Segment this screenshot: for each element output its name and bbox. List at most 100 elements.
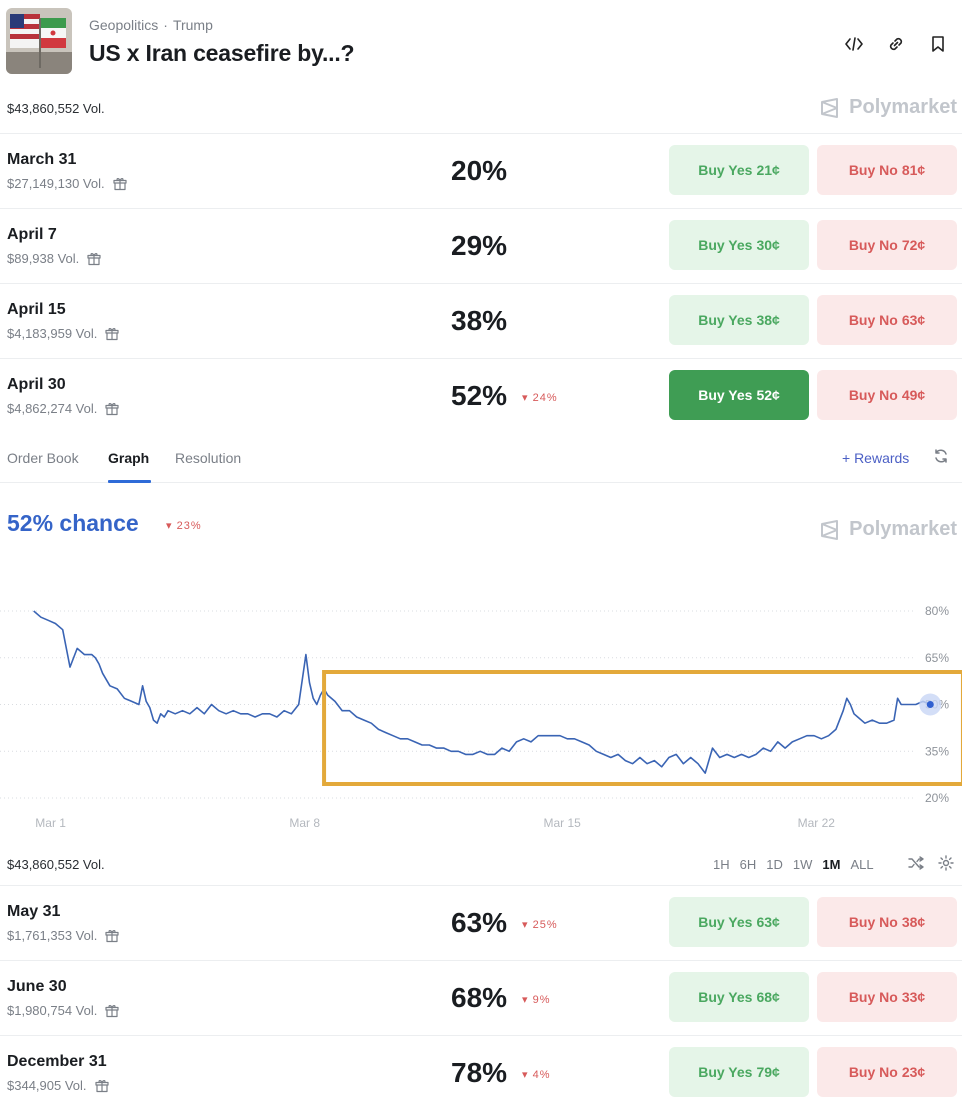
polymarket-logo-icon bbox=[821, 97, 839, 118]
buy-no-price: 63¢ bbox=[901, 312, 926, 328]
rewards-link[interactable]: + Rewards bbox=[842, 450, 910, 466]
market-volume: $4,183,959 Vol. bbox=[7, 326, 98, 341]
range-1m[interactable]: 1M bbox=[822, 857, 841, 872]
buy-no-button[interactable]: Buy No 63¢ bbox=[817, 295, 957, 345]
price-line-series bbox=[33, 610, 931, 774]
market-thumbnail bbox=[6, 8, 72, 74]
breadcrumb: Geopolitics · Trump bbox=[89, 17, 213, 33]
market-volume: $1,980,754 Vol. bbox=[7, 1003, 98, 1018]
market-probability: 20% bbox=[451, 155, 508, 186]
market-volume-line: $344,905 Vol. bbox=[7, 1078, 109, 1093]
buy-no-button[interactable]: Buy No 23¢ bbox=[817, 1047, 957, 1097]
market-volume-line: $27,149,130 Vol. bbox=[7, 176, 127, 191]
code-embed-icon[interactable] bbox=[842, 32, 866, 56]
market-row[interactable]: March 31 $27,149,130 Vol. 20% Buy Yes 21¢ Buy… bbox=[0, 133, 962, 208]
time-range-selector: 1H 6H 1D 1W 1M ALL bbox=[713, 857, 874, 872]
market-row[interactable]: May 31 $1,761,353 Vol. 63% ▾ 25% Buy Yes 63¢ B… bbox=[0, 885, 962, 960]
buy-yes-button[interactable]: Buy Yes 63¢ bbox=[669, 897, 809, 947]
market-tabs: Order Book Graph Resolution + Rewards bbox=[0, 433, 962, 483]
buy-yes-label: Buy Yes bbox=[698, 914, 753, 930]
buy-yes-price: 63¢ bbox=[756, 914, 780, 930]
chart-volume: $43,860,552 Vol. bbox=[7, 857, 105, 872]
market-name: May 31 bbox=[7, 903, 61, 920]
market-row[interactable]: April 15 $4,183,959 Vol. 38% Buy Yes 38¢ Buy … bbox=[0, 283, 962, 358]
shuffle-icon[interactable] bbox=[908, 855, 924, 876]
buy-no-price: 33¢ bbox=[901, 989, 926, 1005]
bookmark-icon[interactable] bbox=[926, 32, 950, 56]
market-volume-line: $1,761,353 Vol. bbox=[7, 928, 119, 943]
polymarket-wordmark: Polymarket bbox=[849, 96, 957, 118]
link-icon[interactable] bbox=[884, 32, 908, 56]
buy-no-price: 49¢ bbox=[901, 387, 926, 403]
market-name: April 15 bbox=[7, 301, 66, 318]
buy-no-price: 23¢ bbox=[901, 1064, 926, 1080]
probability-change: ▾ 24% bbox=[522, 392, 558, 404]
chance-label: 52% chance bbox=[7, 510, 139, 536]
buy-no-button[interactable]: Buy No 81¢ bbox=[817, 145, 957, 195]
gift-icon[interactable] bbox=[94, 1079, 109, 1093]
buy-yes-button[interactable]: Buy Yes 38¢ bbox=[669, 295, 809, 345]
buy-yes-label: Buy Yes bbox=[698, 162, 753, 178]
tab-order-book[interactable]: Order Book bbox=[7, 450, 79, 466]
buy-yes-price: 38¢ bbox=[756, 312, 780, 328]
buy-yes-button[interactable]: Buy Yes 79¢ bbox=[669, 1047, 809, 1097]
probability-change: ▾ 25% bbox=[522, 919, 558, 931]
gift-icon[interactable] bbox=[112, 177, 127, 191]
settings-gear-icon[interactable] bbox=[938, 855, 954, 876]
market-header: Geopolitics · Trump US x Iran ceasefire by… bbox=[6, 8, 956, 78]
buy-no-price: 38¢ bbox=[901, 914, 926, 930]
gift-icon[interactable] bbox=[105, 929, 119, 943]
market-name: April 30 bbox=[7, 376, 66, 393]
x-tick-label: Mar 15 bbox=[544, 816, 582, 830]
gift-icon[interactable] bbox=[105, 327, 119, 341]
probability-change: ▾ 4% bbox=[522, 1069, 551, 1081]
polymarket-watermark-text: Polymarket bbox=[849, 518, 957, 540]
buy-yes-button[interactable]: Buy Yes 68¢ bbox=[669, 972, 809, 1022]
gift-icon[interactable] bbox=[105, 1004, 119, 1018]
buy-yes-price: 52¢ bbox=[756, 387, 780, 403]
range-1w[interactable]: 1W bbox=[792, 857, 813, 872]
market-row[interactable]: June 30 $1,980,754 Vol. 68% ▾ 9% Buy Yes 68¢ B… bbox=[0, 960, 962, 1035]
buy-no-price: 81¢ bbox=[901, 162, 926, 178]
market-row[interactable]: April 7 $89,938 Vol. 29% Buy Yes 30¢ Buy No 72… bbox=[0, 208, 962, 283]
range-6h[interactable]: 6H bbox=[739, 857, 757, 872]
gift-icon[interactable] bbox=[105, 402, 119, 416]
range-1d[interactable]: 1D bbox=[766, 857, 783, 872]
market-probability: 68% bbox=[451, 982, 508, 1013]
buy-yes-button[interactable]: Buy Yes 52¢ bbox=[669, 370, 809, 420]
market-volume-line: $4,183,959 Vol. bbox=[7, 326, 119, 341]
polymarket-watermark-icon bbox=[821, 519, 839, 540]
buy-yes-label: Buy Yes bbox=[698, 387, 753, 403]
tab-graph[interactable]: Graph bbox=[108, 450, 150, 466]
market-row[interactable]: April 30 $4,862,274 Vol. 52% ▾ 24% Buy Yes 52… bbox=[0, 358, 962, 433]
buy-yes-button[interactable]: Buy Yes 21¢ bbox=[669, 145, 809, 195]
breadcrumb-separator: · bbox=[163, 17, 168, 33]
market-row[interactable]: December 31 $344,905 Vol. 78% ▾ 4% Buy Yes 79… bbox=[0, 1035, 962, 1110]
tab-resolution[interactable]: Resolution bbox=[175, 450, 242, 466]
breadcrumb-subcategory[interactable]: Trump bbox=[172, 17, 213, 33]
market-name: December 31 bbox=[7, 1053, 107, 1070]
range-all[interactable]: ALL bbox=[850, 857, 874, 872]
market-volume: $4,862,274 Vol. bbox=[7, 401, 98, 416]
chance-change: ▾ 23% bbox=[166, 520, 202, 532]
buy-yes-button[interactable]: Buy Yes 30¢ bbox=[669, 220, 809, 270]
market-volume: $89,938 Vol. bbox=[7, 251, 80, 266]
buy-no-label: Buy No bbox=[848, 1064, 898, 1080]
buy-yes-label: Buy Yes bbox=[698, 312, 753, 328]
range-1h[interactable]: 1H bbox=[713, 857, 730, 872]
market-probability: 52% bbox=[451, 380, 508, 411]
buy-no-button[interactable]: Buy No 38¢ bbox=[817, 897, 957, 947]
buy-no-button[interactable]: Buy No 72¢ bbox=[817, 220, 957, 270]
buy-yes-price: 68¢ bbox=[756, 989, 780, 1005]
breadcrumb-category[interactable]: Geopolitics bbox=[89, 17, 159, 33]
buy-no-label: Buy No bbox=[848, 914, 898, 930]
highlight-annotation-box bbox=[322, 670, 962, 786]
buy-no-button[interactable]: Buy No 33¢ bbox=[817, 972, 957, 1022]
refresh-icon[interactable] bbox=[933, 448, 949, 469]
gift-icon[interactable] bbox=[87, 252, 101, 266]
buy-no-price: 72¢ bbox=[901, 237, 926, 253]
probability-change: ▾ 9% bbox=[522, 994, 551, 1006]
y-tick-label: 35% bbox=[925, 744, 949, 758]
buy-no-button[interactable]: Buy No 49¢ bbox=[817, 370, 957, 420]
